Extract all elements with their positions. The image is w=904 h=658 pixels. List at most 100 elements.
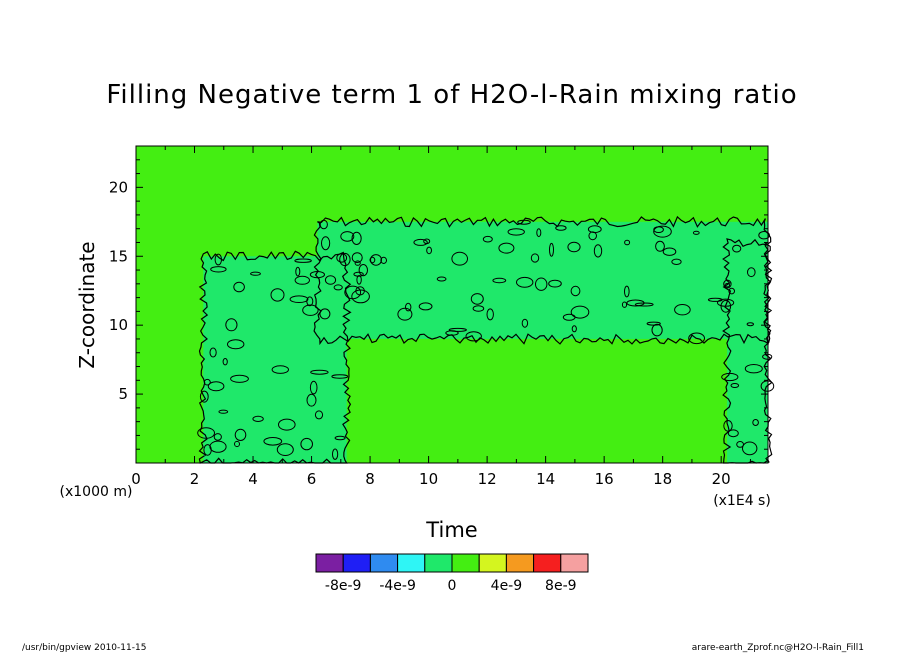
contour-blob xyxy=(746,322,754,327)
contour-blob xyxy=(294,258,312,263)
contour-blob xyxy=(555,225,567,231)
contour-blob xyxy=(230,374,249,383)
contour-blob xyxy=(720,299,732,313)
contour-blob xyxy=(624,239,631,246)
contour-blob xyxy=(692,230,700,235)
contour-blob xyxy=(309,271,325,279)
contour-blob xyxy=(197,427,216,439)
x-tick-label: 20 xyxy=(712,470,731,488)
contour-blob xyxy=(728,287,736,295)
region-active-layer xyxy=(317,221,768,339)
contour-blob xyxy=(651,323,663,337)
y-tick-label: 20 xyxy=(109,178,128,196)
contour-blob xyxy=(354,260,361,266)
x-tick-label: 16 xyxy=(595,470,614,488)
contour-blob xyxy=(758,231,770,240)
colorbar-tick-label: 0 xyxy=(448,578,457,594)
contour-blob xyxy=(426,246,433,255)
contour-blob xyxy=(294,275,310,285)
contour-blob xyxy=(752,419,759,426)
contour-blob xyxy=(492,277,507,284)
footer-right: arare-earth_Zprof.nc@H2O-l-Rain_Fill1 xyxy=(692,643,864,653)
contour-blob xyxy=(482,235,493,243)
contour-blob xyxy=(369,256,376,264)
contour-blob xyxy=(289,295,309,304)
contour-blob xyxy=(334,435,346,441)
contour-blob xyxy=(530,253,540,263)
contour-blob xyxy=(744,364,763,374)
y-unit-label: (x1000 m) xyxy=(60,484,133,500)
colorbar-swatch xyxy=(369,553,399,573)
contour-blob xyxy=(470,293,484,305)
contour-blob xyxy=(351,252,363,264)
colorbar-tick-label: 4e-9 xyxy=(491,578,522,594)
contour-blob xyxy=(472,305,485,312)
contour-blob xyxy=(207,381,225,392)
contour-blob xyxy=(662,247,677,256)
contour-blob xyxy=(333,284,343,291)
contour-blob xyxy=(271,365,289,374)
contour-blob xyxy=(218,409,229,414)
chart-title: Filling Negative term 1 of H2O-l-Rain mi… xyxy=(106,80,797,110)
contour-blob xyxy=(646,321,661,326)
contour-blob xyxy=(306,393,317,407)
contour-blob xyxy=(209,440,227,453)
contour-blob xyxy=(562,313,576,321)
contour-blob xyxy=(762,353,773,360)
footer-left: /usr/bin/gpview 2010-11-15 xyxy=(22,643,146,653)
contour-blob xyxy=(570,305,590,319)
contour-blob xyxy=(465,331,482,342)
contour-blob xyxy=(624,285,630,298)
contour-blob xyxy=(324,275,337,285)
contour-blob xyxy=(397,307,413,321)
contour-blob xyxy=(351,289,370,304)
contour-blob xyxy=(634,302,654,307)
contour-blob xyxy=(521,318,529,328)
y-tick-label: 15 xyxy=(109,247,128,265)
x-tick-label: 18 xyxy=(653,470,672,488)
contour-blob xyxy=(724,283,731,288)
contour-blob xyxy=(309,380,318,395)
contour-blob xyxy=(760,380,775,392)
contour-blob xyxy=(535,277,548,291)
contour-blob xyxy=(319,308,331,320)
contour-blob xyxy=(413,238,428,246)
contour-blob xyxy=(516,276,534,288)
contour-blob xyxy=(653,225,672,238)
contour-blob xyxy=(336,253,348,263)
plot-area: 0 2 4 6 8 10 12 14 16 18 20 5 10 15 20 xyxy=(109,145,775,488)
x-tick-label: 14 xyxy=(536,470,555,488)
contour-blob xyxy=(250,271,261,276)
contour-blob xyxy=(319,219,328,230)
contour-blob xyxy=(451,251,469,266)
contour-blob xyxy=(234,428,247,441)
contour-blob xyxy=(252,415,264,422)
contour-blob xyxy=(339,252,351,267)
contour-blob xyxy=(203,378,211,386)
contour-blob xyxy=(674,304,691,316)
colorbar-swatch xyxy=(397,553,426,573)
x-unit-label: (x1E4 s) xyxy=(713,493,771,509)
contour-blob xyxy=(418,302,433,311)
contour-blob xyxy=(331,374,349,379)
y-tick-label: 10 xyxy=(109,316,128,334)
contour-blob xyxy=(234,440,240,448)
colorbar: -8e-9 -4e-9 0 4e-9 8e-9 xyxy=(315,553,589,594)
x-tick-label: 4 xyxy=(248,470,258,488)
x-tick-label: 6 xyxy=(307,470,317,488)
x-tick-label: 10 xyxy=(419,470,438,488)
contour-blob xyxy=(707,297,723,302)
contour-blob xyxy=(213,433,222,441)
colorbar-swatch xyxy=(478,553,507,573)
contour-blob xyxy=(302,304,319,316)
contour-blob xyxy=(405,302,412,312)
contour-blob xyxy=(314,410,324,420)
region-left-column xyxy=(203,256,347,463)
region-right-column xyxy=(727,242,768,463)
contour-blob xyxy=(571,325,577,333)
colorbar-swatch xyxy=(315,553,344,573)
contour-blob xyxy=(300,437,314,451)
contour-blob xyxy=(570,285,581,297)
x-tick-label: 0 xyxy=(131,470,141,488)
contour-blob xyxy=(593,244,603,258)
